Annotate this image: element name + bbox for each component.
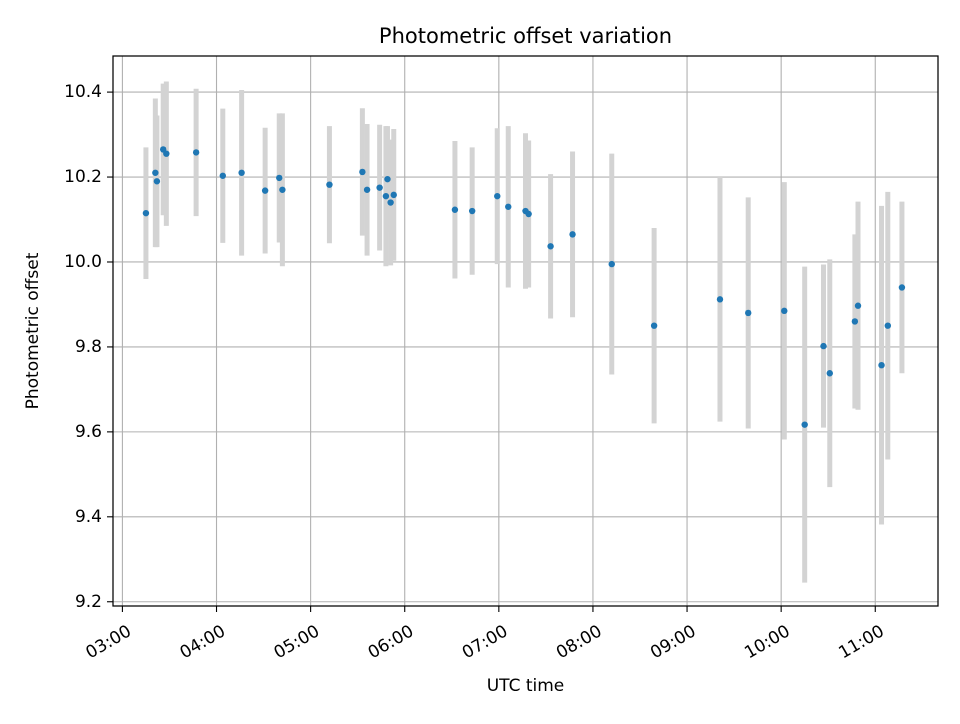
data-point xyxy=(851,318,859,325)
data-point xyxy=(359,168,366,176)
x-axis-title: UTC time xyxy=(487,676,565,696)
data-point xyxy=(363,186,371,193)
data-point xyxy=(608,260,615,268)
data-point xyxy=(279,186,286,193)
data-point xyxy=(525,210,532,218)
x-tick-label: 07:00 xyxy=(459,621,511,663)
data-point xyxy=(153,178,161,185)
data-point xyxy=(854,302,862,309)
x-tick-label: 05:00 xyxy=(271,621,323,663)
x-tick-label: 04:00 xyxy=(177,621,229,663)
data-point xyxy=(382,192,390,200)
data-point xyxy=(276,174,283,182)
error-bars xyxy=(143,81,905,583)
y-tick-label: 10.0 xyxy=(64,252,102,272)
data-point xyxy=(238,169,245,176)
data-point xyxy=(387,199,394,206)
data-point xyxy=(494,192,501,200)
x-tick-label: 06:00 xyxy=(365,621,417,663)
data-point xyxy=(745,309,752,317)
y-tick-label: 10.2 xyxy=(64,167,102,187)
x-tick-label: 11:00 xyxy=(835,621,887,663)
data-point xyxy=(261,187,269,194)
axis-ticks: 03:00 04:00 05:00 06:00 07:00 08:00 09:00 10:00… xyxy=(64,82,888,663)
data-point xyxy=(716,296,724,303)
data-point xyxy=(390,191,397,199)
data-point xyxy=(163,150,170,157)
data-point xyxy=(192,149,200,156)
y-axis-title: Photometric offset xyxy=(23,252,43,409)
data-point xyxy=(219,172,226,179)
data-point xyxy=(451,206,459,213)
data-point xyxy=(569,231,576,238)
y-tick-label: 9.6 xyxy=(75,422,102,442)
data-point xyxy=(884,322,892,329)
chart-title: Photometric offset variation xyxy=(379,24,672,48)
y-tick-label: 9.2 xyxy=(75,592,102,612)
data-point xyxy=(326,181,333,188)
data-point xyxy=(898,284,906,291)
data-point xyxy=(376,184,383,191)
data-point xyxy=(820,342,827,350)
data-point xyxy=(152,169,159,176)
data-point xyxy=(547,243,554,250)
data-point xyxy=(801,421,808,428)
plot-frame xyxy=(112,55,939,607)
data-point xyxy=(505,203,512,210)
x-tick-label: 10:00 xyxy=(741,621,793,663)
data-point xyxy=(878,361,885,369)
y-tick-label: 10.4 xyxy=(64,82,102,102)
x-tick-label: 03:00 xyxy=(82,621,134,663)
data-point xyxy=(384,175,391,183)
x-tick-label: 09:00 xyxy=(647,621,699,663)
data-point xyxy=(826,370,833,377)
data-point xyxy=(650,322,658,329)
data-point xyxy=(781,307,788,315)
data-point xyxy=(468,207,476,215)
y-tick-label: 9.8 xyxy=(75,337,102,357)
x-tick-label: 08:00 xyxy=(553,621,605,663)
y-tick-label: 9.4 xyxy=(75,507,102,527)
data-points xyxy=(142,146,906,428)
data-point xyxy=(142,209,150,217)
